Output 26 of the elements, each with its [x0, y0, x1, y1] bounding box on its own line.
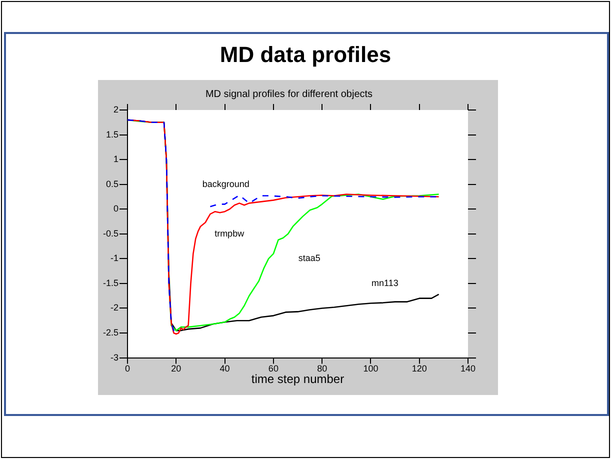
- x-tick-label: 120: [412, 364, 427, 374]
- x-tick-label: 20: [171, 364, 182, 374]
- y-tick-label: -2.5: [102, 328, 119, 338]
- y-tick-label: 1: [113, 154, 119, 164]
- y-tick-label: -1: [110, 253, 119, 264]
- text: staa5: [298, 253, 320, 264]
- chart-subtitle: MD signal profiles for different objects: [205, 88, 373, 100]
- x-tick-label: 0: [125, 364, 130, 374]
- x-tick-label: 40: [220, 364, 230, 374]
- x-tick-label: 60: [268, 364, 278, 374]
- chart-title: MD data profiles: [218, 42, 392, 68]
- y-tick-label: 1.5: [106, 129, 119, 140]
- y-tick-label: -0.5: [102, 228, 119, 238]
- y-tick-label: 0.5: [106, 178, 119, 189]
- x-tick-label: 80: [317, 364, 328, 374]
- y-tick-label: -2: [110, 302, 119, 313]
- y-tick-label: -1.5: [102, 278, 119, 288]
- y-tick-label: 2: [113, 104, 119, 114]
- series-label: mn113: [371, 278, 398, 288]
- series-label: trmpbw: [214, 228, 245, 238]
- y-tick-label: 0: [113, 204, 119, 214]
- x-tick-label: 140: [460, 364, 476, 374]
- y-tick-label: -3: [110, 352, 119, 362]
- series-label: background: [202, 178, 250, 189]
- x-axis-title: time step number: [251, 372, 344, 386]
- x-tick-label: 100: [363, 364, 378, 374]
